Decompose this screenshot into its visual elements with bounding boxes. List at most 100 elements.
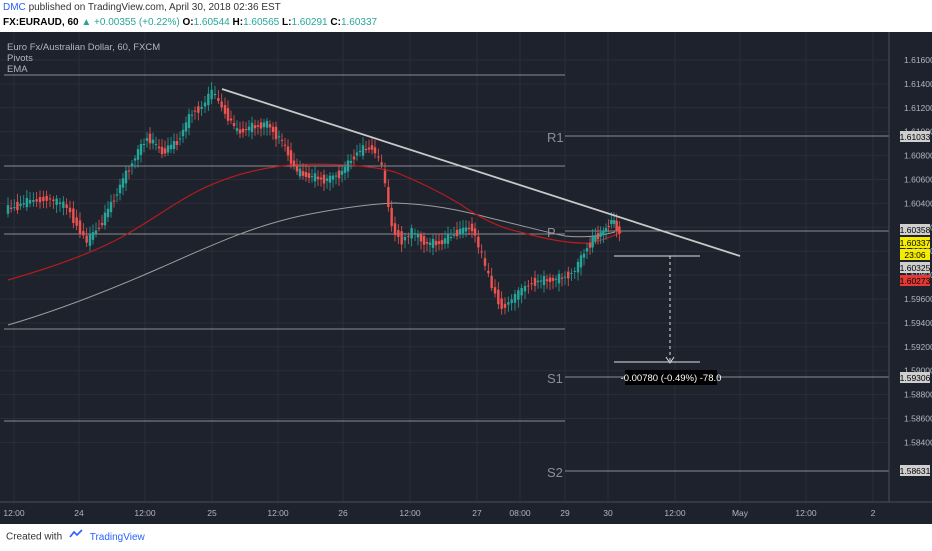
time-tick-label: May bbox=[732, 508, 749, 518]
price-tick-label: 1.60800 bbox=[904, 151, 932, 161]
time-tick-label: 24 bbox=[74, 508, 84, 518]
candle-body bbox=[217, 98, 220, 101]
candle-body bbox=[483, 258, 487, 266]
price-tick-label: 1.61600 bbox=[904, 55, 932, 65]
candle-body bbox=[530, 283, 533, 285]
candle-body bbox=[548, 277, 552, 283]
high-label: H: bbox=[232, 17, 244, 28]
candle-body bbox=[545, 279, 549, 282]
author-link[interactable]: DMC bbox=[3, 2, 26, 13]
pivot-s1-label: S1 bbox=[547, 371, 563, 386]
candle-body bbox=[364, 148, 368, 151]
candle-body bbox=[22, 203, 25, 205]
time-tick-label: 2 bbox=[871, 508, 876, 518]
candle-body bbox=[151, 139, 155, 144]
time-tick-label: 12:00 bbox=[267, 508, 289, 518]
candle-body bbox=[142, 143, 146, 146]
candle-body bbox=[253, 125, 257, 129]
high-value: 1.60565 bbox=[243, 17, 280, 28]
candle-body bbox=[304, 171, 308, 178]
candle-body bbox=[542, 276, 546, 286]
tradingview-brand-link[interactable]: TradingView bbox=[89, 531, 145, 543]
candle-body bbox=[576, 261, 580, 273]
time-tick-label: 12:00 bbox=[134, 508, 156, 518]
candle-body bbox=[121, 178, 125, 188]
candle-body bbox=[413, 233, 417, 235]
candle-body bbox=[464, 227, 468, 232]
pivot-r1-label: R1 bbox=[547, 130, 564, 145]
candle-body bbox=[232, 122, 236, 127]
candle-body bbox=[437, 241, 441, 245]
candle-body bbox=[28, 199, 32, 204]
tag-s2: 1.58631 bbox=[900, 466, 931, 476]
pane-title: Euro Fx/Australian Dollar, 60, FXCM bbox=[7, 42, 161, 53]
tag-last-price: 1.60337 bbox=[900, 238, 931, 248]
candle-body bbox=[503, 303, 507, 308]
candle-body bbox=[570, 272, 573, 274]
candle-body bbox=[443, 238, 447, 244]
candle-body bbox=[452, 234, 456, 236]
candle-body bbox=[197, 106, 200, 113]
candle-body bbox=[32, 200, 35, 202]
close-value: 1.60337 bbox=[340, 17, 378, 28]
candle-body bbox=[520, 287, 523, 296]
candle-body bbox=[127, 170, 131, 172]
candle-body bbox=[490, 275, 493, 289]
ema-fast-line bbox=[7, 163, 623, 281]
candle-body bbox=[178, 138, 182, 140]
candle-body bbox=[100, 222, 104, 226]
indicator-pivots-label[interactable]: Pivots bbox=[7, 53, 33, 64]
candle-body bbox=[298, 168, 302, 177]
candle-body bbox=[467, 227, 471, 230]
candle-body bbox=[373, 147, 377, 154]
candle-body bbox=[560, 277, 564, 279]
candle-body bbox=[172, 140, 176, 150]
candle-body bbox=[325, 178, 329, 181]
candle-body bbox=[380, 162, 383, 165]
candle-body bbox=[200, 106, 203, 109]
candle-body bbox=[539, 280, 543, 282]
price-tick-label: 1.59400 bbox=[904, 318, 932, 328]
candle-body bbox=[139, 143, 143, 156]
candle-body bbox=[355, 152, 359, 156]
chart-area[interactable]: R1 P S1 S2 -0.00780 (-0.49%) -78.0 1.616… bbox=[0, 32, 932, 524]
candle-body bbox=[301, 171, 305, 176]
footer: Created with TradingView bbox=[0, 524, 932, 550]
candle-body bbox=[75, 217, 78, 226]
candle-body bbox=[85, 235, 88, 243]
candle-body bbox=[596, 233, 600, 240]
candle-body bbox=[449, 236, 453, 238]
candle-body bbox=[274, 126, 278, 140]
candlesticks bbox=[6, 82, 621, 315]
candle-body bbox=[497, 289, 500, 305]
candle-body bbox=[582, 253, 586, 258]
price-range-measure[interactable]: -0.00780 (-0.49%) -78.0 bbox=[614, 255, 721, 385]
candle-body bbox=[259, 122, 263, 129]
candle-body bbox=[88, 234, 92, 246]
open-value: 1.60544 bbox=[193, 17, 230, 28]
candle-body bbox=[331, 175, 335, 180]
candle-body bbox=[594, 235, 597, 242]
candle-body bbox=[181, 129, 185, 137]
candle-body bbox=[480, 251, 483, 253]
candle-body bbox=[226, 108, 230, 121]
candle-body bbox=[461, 227, 465, 234]
time-axis[interactable]: 12:00 24 12:00 25 12:00 26 12:00 27 08:00 29 30 12:… bbox=[3, 508, 875, 518]
symbol-name[interactable]: FX:EURAUD, 60 bbox=[3, 17, 79, 28]
candle-body bbox=[588, 242, 592, 248]
trendline[interactable] bbox=[221, 88, 741, 257]
candle-body bbox=[370, 145, 374, 150]
candle-body bbox=[136, 149, 140, 160]
candle-body bbox=[410, 228, 413, 239]
time-tick-label: 25 bbox=[207, 508, 217, 518]
price-tick-label: 1.61200 bbox=[904, 103, 932, 113]
candle-body bbox=[62, 201, 65, 208]
candle-body bbox=[148, 133, 152, 144]
candle-body bbox=[124, 170, 128, 184]
candle-body bbox=[112, 200, 116, 202]
candle-body bbox=[470, 223, 474, 232]
time-tick-label: 12:00 bbox=[664, 508, 686, 518]
indicator-ema-label[interactable]: EMA bbox=[7, 64, 28, 75]
change-value: +0.00355 (+0.22%) bbox=[94, 17, 180, 28]
price-chart[interactable]: R1 P S1 S2 -0.00780 (-0.49%) -78.0 1.616… bbox=[0, 32, 932, 524]
